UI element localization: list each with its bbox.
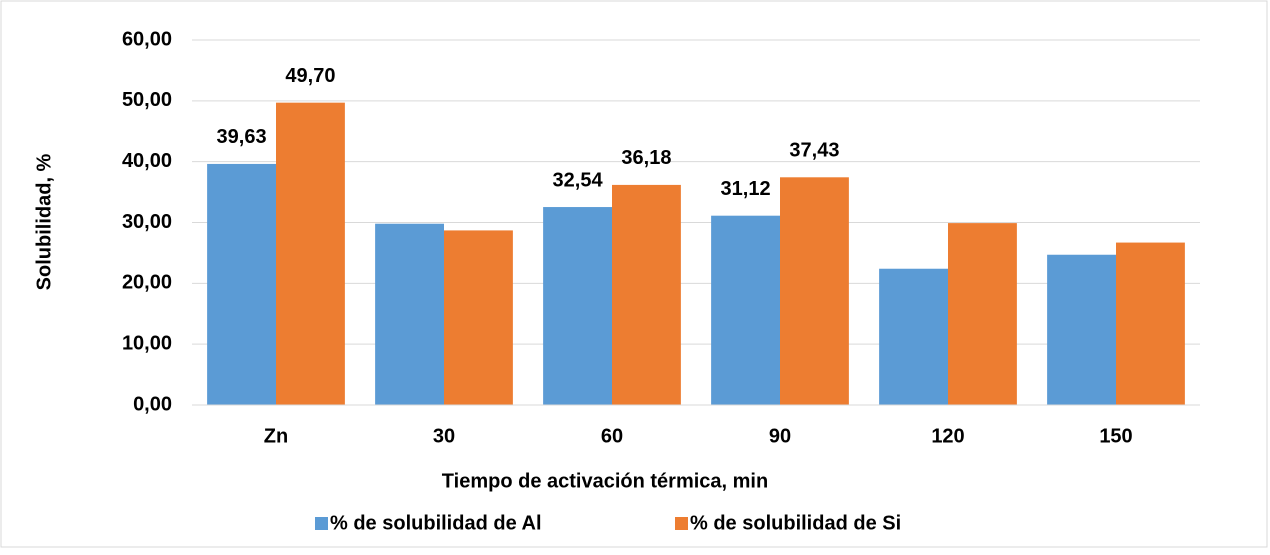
bar (711, 215, 780, 405)
x-tick-label: 30 (433, 425, 455, 447)
legend-label: % de solubilidad de Al (330, 512, 542, 534)
bar (543, 207, 612, 405)
data-label: 36,18 (621, 147, 671, 169)
data-label: 39,63 (217, 126, 267, 148)
legend-label: % de solubilidad de Si (690, 512, 901, 534)
y-tick-label: 10,00 (122, 332, 172, 354)
y-tick-label: 30,00 (122, 211, 172, 233)
bar (276, 102, 345, 406)
data-label: 37,43 (789, 140, 839, 162)
bar (1047, 254, 1116, 405)
bar (612, 184, 681, 405)
y-tick-label: 50,00 (122, 89, 172, 111)
x-tick-label: Zn (264, 425, 288, 447)
legend-swatch (675, 517, 688, 530)
bar (879, 268, 948, 405)
bar (444, 230, 513, 405)
bar (780, 177, 849, 405)
y-axis-title: Solubilidad, % (33, 153, 55, 290)
bar (207, 163, 276, 405)
y-tick-label: 20,00 (122, 272, 172, 294)
legend-swatch (315, 517, 328, 530)
data-label: 32,54 (553, 169, 604, 191)
x-axis-title: Tiempo de activación térmica, min (442, 470, 768, 492)
x-tick-label: 60 (601, 425, 623, 447)
data-label: 31,12 (721, 178, 771, 200)
x-tick-label: 150 (1099, 425, 1132, 447)
bar (375, 223, 444, 405)
data-label: 49,70 (285, 65, 335, 87)
y-tick-label: 40,00 (122, 150, 172, 172)
y-tick-label: 0,00 (133, 393, 172, 415)
x-tick-label: 120 (931, 425, 964, 447)
y-tick-label: 60,00 (122, 28, 172, 50)
bar (948, 223, 1017, 405)
x-tick-label: 90 (769, 425, 791, 447)
bar (1116, 242, 1185, 405)
